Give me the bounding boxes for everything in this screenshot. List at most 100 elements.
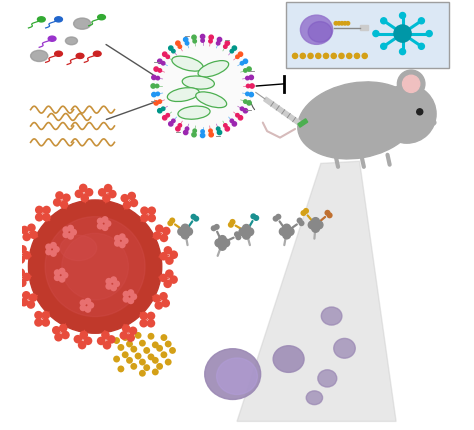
Circle shape [419,43,424,49]
Circle shape [164,280,172,288]
Circle shape [105,220,111,227]
Circle shape [225,41,229,45]
Circle shape [35,206,44,214]
Circle shape [169,347,176,354]
Circle shape [110,285,117,292]
Circle shape [123,291,129,298]
Ellipse shape [425,119,436,126]
Circle shape [102,194,111,203]
Circle shape [340,22,344,25]
Circle shape [378,85,436,143]
Circle shape [163,116,167,120]
Circle shape [87,302,94,309]
Circle shape [165,269,173,278]
Circle shape [119,331,128,340]
Circle shape [154,67,158,71]
Circle shape [153,37,252,135]
Circle shape [84,306,91,313]
Circle shape [381,18,387,24]
Circle shape [346,22,350,25]
Circle shape [54,333,63,341]
Circle shape [139,359,146,366]
Circle shape [283,224,291,232]
Circle shape [373,31,379,37]
Circle shape [70,229,77,236]
Circle shape [225,127,229,131]
FancyArrow shape [298,119,308,127]
Circle shape [41,318,50,327]
Circle shape [236,55,239,58]
Circle shape [78,341,86,350]
Circle shape [63,231,69,238]
Circle shape [273,215,279,222]
Circle shape [283,231,291,239]
Circle shape [222,239,230,247]
Circle shape [238,52,243,56]
Circle shape [165,359,172,366]
Circle shape [253,215,259,221]
Circle shape [161,351,167,358]
Circle shape [81,194,89,203]
Circle shape [209,40,212,43]
Circle shape [402,75,420,92]
Circle shape [232,46,237,50]
Circle shape [152,75,156,80]
Circle shape [166,114,170,117]
Ellipse shape [76,53,84,58]
Circle shape [119,242,126,249]
Circle shape [143,364,150,371]
Ellipse shape [308,22,332,42]
Circle shape [42,206,51,214]
Circle shape [156,363,163,370]
Circle shape [323,53,328,58]
Circle shape [113,356,120,362]
Circle shape [394,25,411,42]
Circle shape [159,273,168,282]
Circle shape [169,218,175,224]
Circle shape [183,130,188,135]
Circle shape [215,239,223,247]
Circle shape [181,224,189,232]
Circle shape [312,224,319,232]
Circle shape [120,194,129,203]
Circle shape [122,334,128,341]
Circle shape [246,228,254,236]
Circle shape [170,250,178,259]
Circle shape [219,243,226,250]
Circle shape [162,107,165,111]
Circle shape [59,324,67,332]
Circle shape [334,22,337,25]
Circle shape [113,337,120,344]
Circle shape [156,345,163,352]
Circle shape [126,341,133,347]
Circle shape [35,213,44,221]
Circle shape [135,353,142,359]
Circle shape [159,292,168,301]
Circle shape [45,243,52,250]
Circle shape [22,273,31,281]
Circle shape [29,230,38,239]
Circle shape [209,129,212,132]
Circle shape [381,43,387,49]
Circle shape [80,331,88,339]
Ellipse shape [318,370,337,387]
Circle shape [114,240,121,247]
Circle shape [185,42,189,45]
Circle shape [201,39,204,42]
Circle shape [62,194,71,202]
Circle shape [55,191,64,200]
Circle shape [246,84,250,88]
Ellipse shape [182,76,214,89]
Circle shape [250,84,254,88]
Circle shape [158,100,162,103]
Circle shape [45,249,52,255]
Circle shape [152,92,156,97]
Circle shape [130,346,137,353]
Circle shape [201,34,205,39]
Circle shape [34,318,43,327]
Circle shape [147,206,156,215]
Circle shape [193,129,196,132]
Circle shape [101,224,109,231]
Circle shape [400,12,406,18]
Circle shape [97,218,104,224]
